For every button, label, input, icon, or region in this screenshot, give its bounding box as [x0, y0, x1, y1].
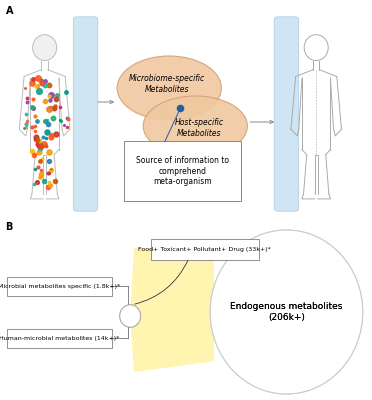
Text: Food+ Toxicant+ Pollutant+ Drug (33k+)*: Food+ Toxicant+ Pollutant+ Drug (33k+)*: [138, 247, 271, 252]
FancyBboxPatch shape: [73, 17, 98, 211]
FancyBboxPatch shape: [274, 17, 299, 211]
Circle shape: [120, 305, 141, 327]
Ellipse shape: [117, 56, 221, 120]
FancyBboxPatch shape: [7, 329, 112, 348]
Text: Endogenous metabolites
(206k+): Endogenous metabolites (206k+): [230, 302, 343, 322]
Circle shape: [210, 230, 363, 394]
Circle shape: [210, 230, 363, 394]
FancyBboxPatch shape: [7, 277, 112, 296]
Polygon shape: [130, 248, 214, 372]
Ellipse shape: [143, 96, 247, 156]
Text: Host-specific
Metabolites: Host-specific Metabolites: [174, 118, 224, 138]
Circle shape: [33, 35, 57, 60]
Text: Endogenous metabolites
(206k+): Endogenous metabolites (206k+): [230, 302, 343, 322]
FancyBboxPatch shape: [151, 239, 259, 260]
Text: Source of information to
comprehend
meta-organism: Source of information to comprehend meta…: [136, 156, 229, 186]
Text: Human-microbial metabolites (14k+)*: Human-microbial metabolites (14k+)*: [0, 336, 120, 341]
Circle shape: [120, 305, 141, 327]
Text: B: B: [6, 222, 13, 232]
Text: Microbiome-specific
Metabolites: Microbiome-specific Metabolites: [129, 74, 205, 94]
Text: Microbial metabolites specific (1.8k+)*: Microbial metabolites specific (1.8k+)*: [0, 284, 121, 289]
Text: A: A: [6, 6, 13, 16]
FancyBboxPatch shape: [124, 141, 241, 201]
Circle shape: [304, 35, 328, 60]
